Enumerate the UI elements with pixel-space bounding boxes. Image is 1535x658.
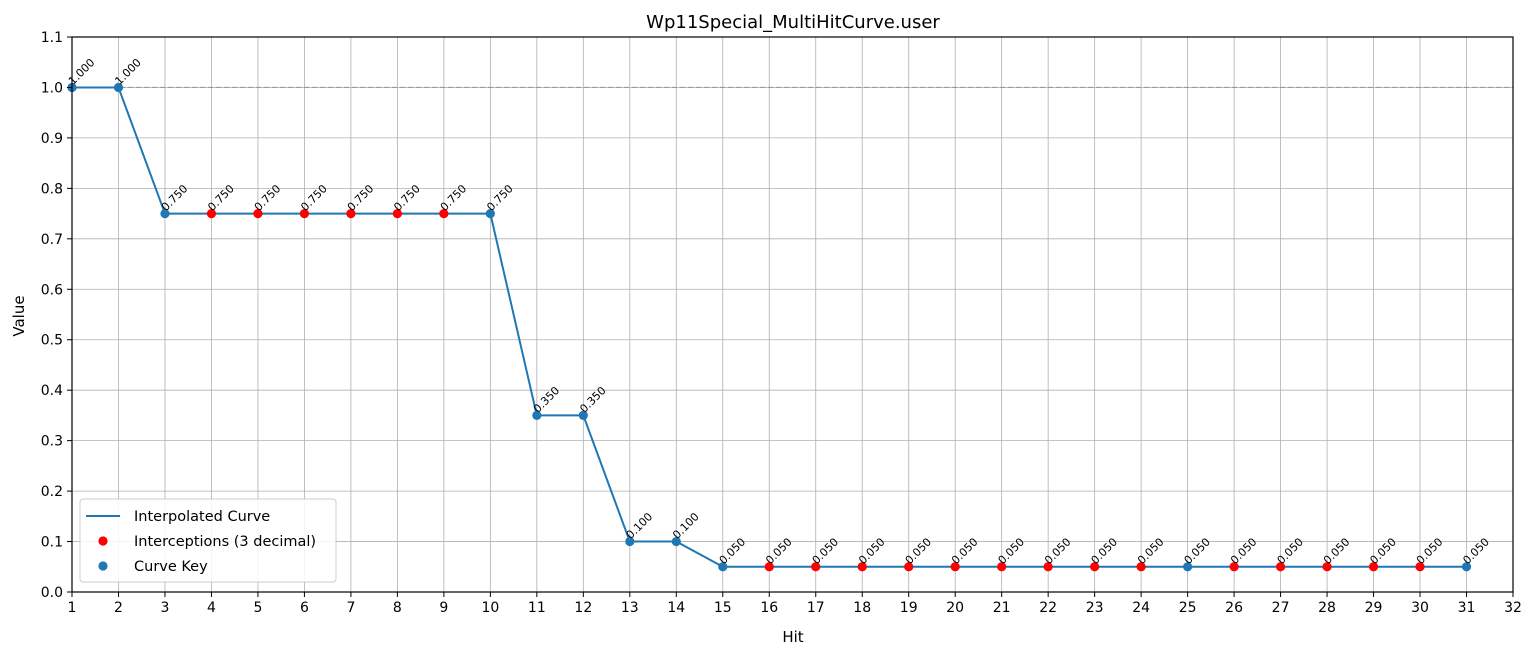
interception-point <box>857 562 867 572</box>
interception-point <box>1136 562 1146 572</box>
x-tick-label: 16 <box>760 600 778 616</box>
x-tick-label: 30 <box>1411 600 1429 616</box>
interception-point <box>1275 562 1286 572</box>
x-tick-label: 18 <box>853 600 871 616</box>
plot-frame <box>71 36 1514 593</box>
legend-label: Interpolated Curve <box>134 509 270 525</box>
interception-point <box>1043 562 1053 572</box>
interception-point <box>997 562 1007 572</box>
curve-key-point <box>485 208 495 219</box>
y-axis-label: Value <box>10 295 28 336</box>
legend-swatch-marker <box>98 561 108 571</box>
x-tick-label: 20 <box>946 600 964 616</box>
x-axis-label: Hit <box>782 628 803 646</box>
x-tick-label: 24 <box>1132 600 1150 616</box>
x-tick-label: 8 <box>393 600 402 616</box>
y-tick-label: 0.4 <box>41 383 63 399</box>
x-tick-label: 10 <box>481 600 499 616</box>
y-tick-label: 0.6 <box>41 282 63 298</box>
curve-key-point <box>625 536 635 547</box>
x-tick-label: 27 <box>1272 600 1290 616</box>
y-tick-label: 0.1 <box>41 535 63 551</box>
curve-key-point <box>1183 562 1193 572</box>
y-tick-label: 0.2 <box>41 484 63 500</box>
interception-point <box>346 208 356 219</box>
x-tick-label: 29 <box>1365 600 1383 616</box>
curve-key-point <box>1461 562 1472 572</box>
legend-label: Curve Key <box>134 559 208 575</box>
x-tick-label: 17 <box>807 600 825 616</box>
y-tick-label: 0.5 <box>41 333 63 349</box>
curve-key-point <box>578 410 588 421</box>
x-tick-label: 11 <box>528 600 546 616</box>
x-tick-label: 23 <box>1086 600 1104 616</box>
curve-key-point <box>718 562 728 572</box>
x-tick-label: 5 <box>253 600 262 616</box>
interception-point <box>206 208 217 219</box>
x-tick-label: 19 <box>900 600 918 616</box>
series-line-interpolated-curve <box>72 86 1467 568</box>
interception-point <box>811 562 821 572</box>
y-tick-label: 0.9 <box>41 131 63 147</box>
curve-key-point <box>160 208 170 219</box>
x-tick-label: 13 <box>621 600 639 616</box>
y-tick-label: 1.0 <box>41 80 63 96</box>
x-tick-label: 4 <box>207 600 216 616</box>
interception-point <box>1090 562 1100 572</box>
interception-point <box>764 562 774 572</box>
x-tick-label: 32 <box>1504 600 1522 616</box>
x-tick-label: 3 <box>161 600 170 616</box>
x-tick-label: 25 <box>1179 600 1197 616</box>
interception-point <box>253 208 263 219</box>
chart-title: Wp11Special_MultiHitCurve.user <box>646 12 940 33</box>
x-tick-label: 9 <box>439 600 448 616</box>
y-axis: 0.0 0.1 0.2 0.3 0.4 0.5 0.6 0.7 0.8 0.9 1.0 1.1 <box>41 30 72 601</box>
legend: Interpolated Curve Interceptions (3 decim… <box>79 498 337 583</box>
y-tick-label: 0.8 <box>41 181 63 197</box>
series-layer <box>67 82 1472 572</box>
x-tick-label: 6 <box>300 600 309 616</box>
x-tick-label: 2 <box>114 600 123 616</box>
x-tick-label: 12 <box>574 600 592 616</box>
y-tick-label: 1.1 <box>41 30 63 46</box>
x-tick-label: 7 <box>346 600 355 616</box>
x-tick-label: 14 <box>667 600 685 616</box>
legend-label: Interceptions (3 decimal) <box>134 534 316 550</box>
interception-point <box>1415 562 1425 572</box>
interception-point <box>904 562 914 572</box>
x-tick-label: 22 <box>1039 600 1057 616</box>
interception-point <box>1368 562 1379 572</box>
curve-key-point <box>671 536 681 547</box>
legend-swatch-marker <box>98 536 108 546</box>
interception-point <box>439 208 449 219</box>
y-tick-label: 0.7 <box>41 232 63 248</box>
interception-point <box>392 208 402 219</box>
curve-key-point <box>113 82 124 93</box>
interception-point <box>1229 562 1239 572</box>
curve-key-point <box>532 410 542 421</box>
x-tick-label: 31 <box>1458 600 1476 616</box>
x-tick-label: 15 <box>714 600 732 616</box>
interception-point <box>1322 562 1332 572</box>
x-tick-label: 26 <box>1225 600 1243 616</box>
x-tick-label: 21 <box>993 600 1011 616</box>
y-tick-label: 0.3 <box>41 434 63 450</box>
y-tick-label: 0.0 <box>41 585 63 601</box>
interception-point <box>299 208 310 219</box>
x-tick-label: 28 <box>1318 600 1336 616</box>
interception-point <box>950 562 960 572</box>
x-tick-label: 1 <box>68 600 77 616</box>
legend-box <box>79 498 337 583</box>
x-axis: 1 2 3 4 5 6 7 8 9 10 11 12 13 14 15 16 17 18 19 20 21 22 23 24 2… <box>68 592 1522 616</box>
